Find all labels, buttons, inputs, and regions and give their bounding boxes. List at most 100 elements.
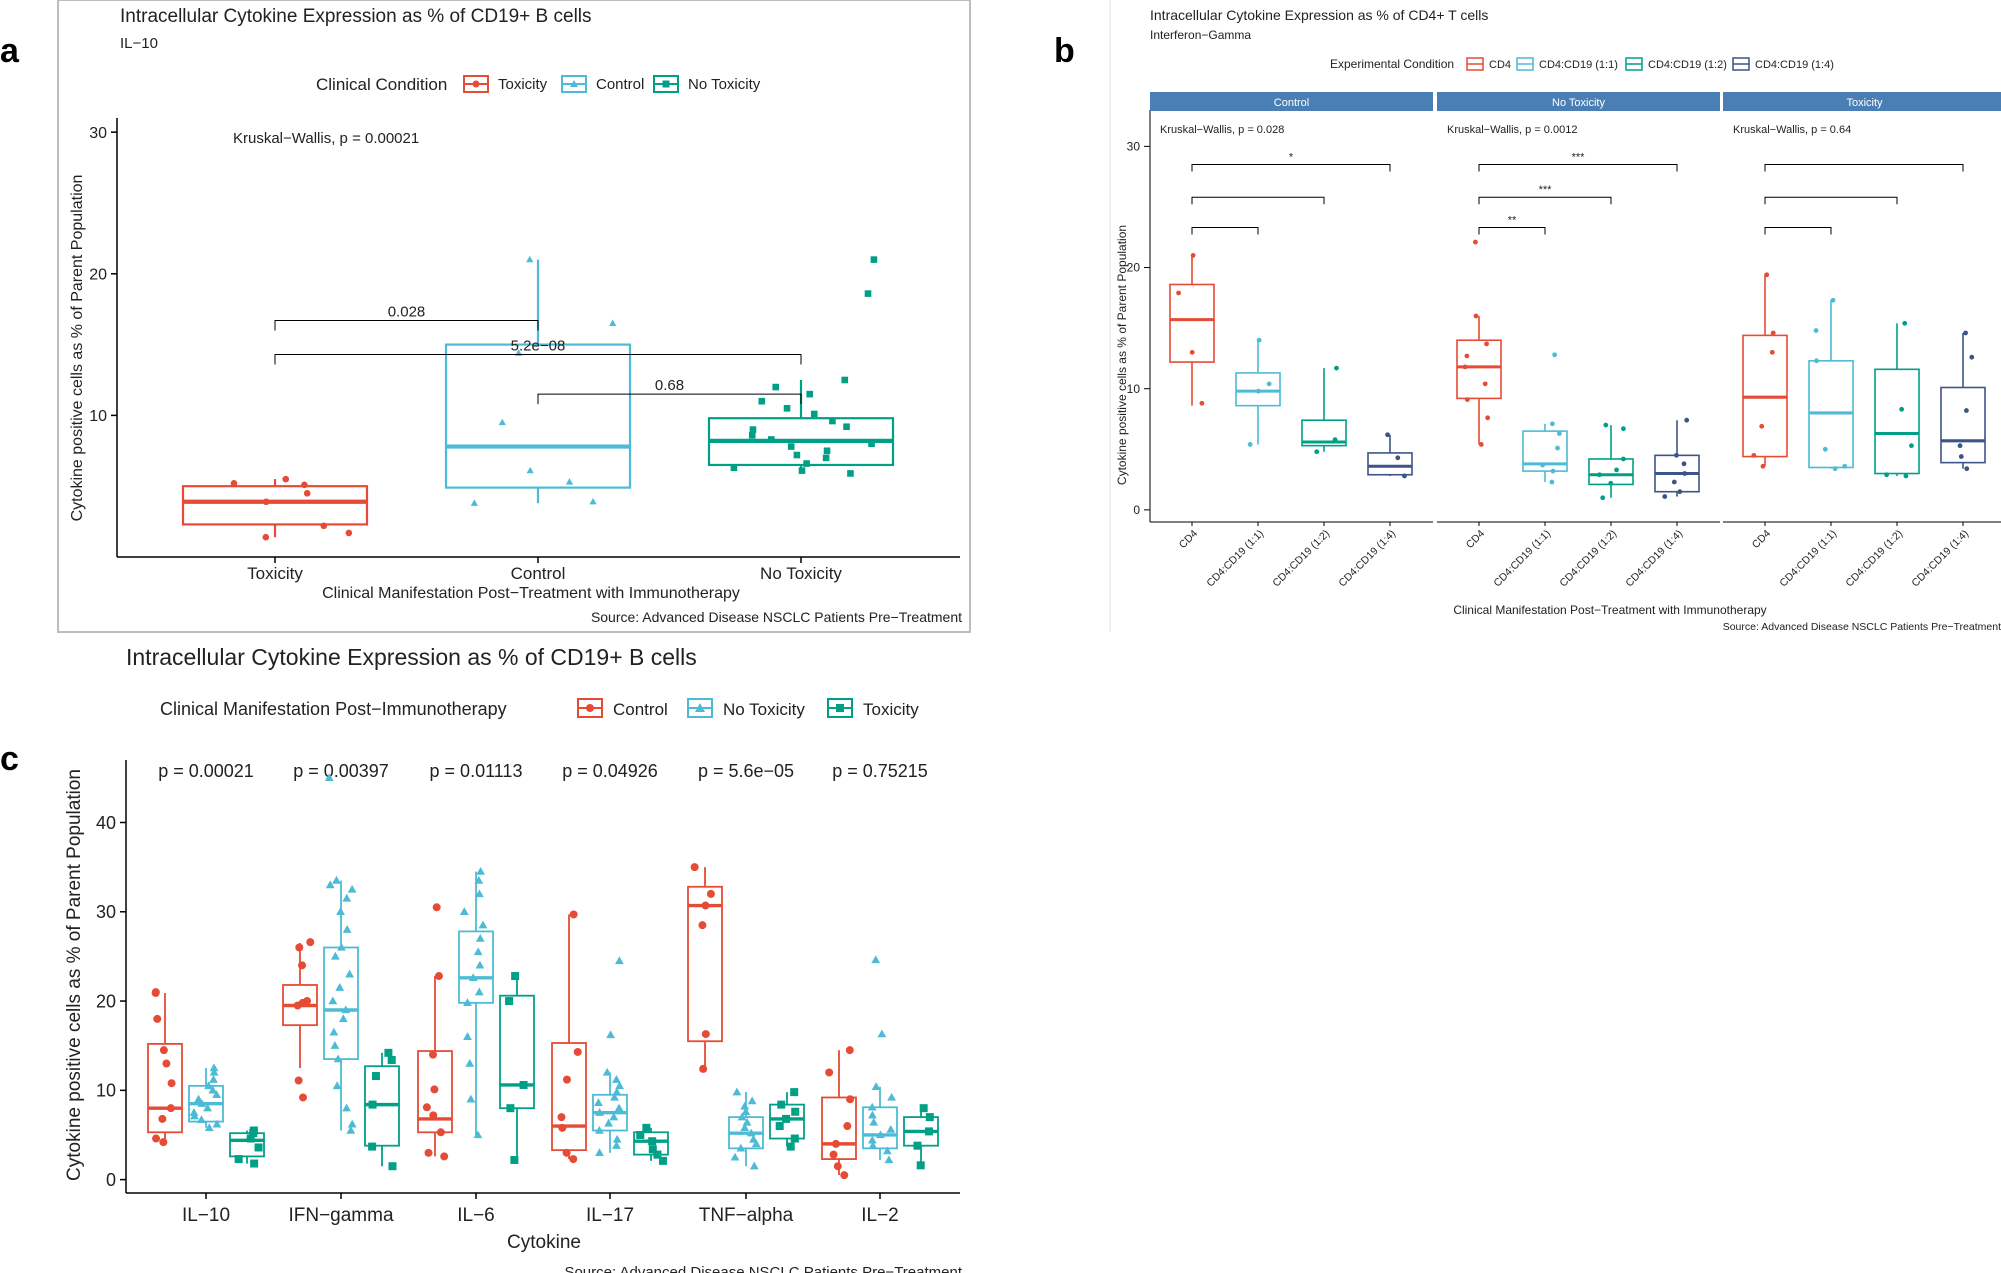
box-group <box>417 903 453 1161</box>
data-point <box>604 1118 613 1127</box>
data-point <box>1903 473 1909 479</box>
panel-c-legend-label-1: No Toxicity <box>723 700 805 719</box>
y-tick-label: 10 <box>1127 382 1141 396</box>
data-point <box>614 1103 624 1112</box>
data-point <box>777 1100 786 1109</box>
data-point <box>208 1085 218 1094</box>
data-point <box>429 1111 438 1120</box>
panel-c-letter: c <box>0 740 19 778</box>
facet-no-toxicity: No Toxicity Kruskal−Wallis, p = 0.0012 CD4… <box>1437 92 1720 589</box>
facet-strip-label: Control <box>1274 97 1309 109</box>
data-point <box>197 1099 207 1107</box>
data-point <box>262 533 270 541</box>
data-point <box>478 920 488 929</box>
data-point <box>758 397 766 405</box>
box-group <box>282 938 318 1102</box>
data-point <box>526 466 534 474</box>
data-point <box>384 1048 393 1057</box>
panel-a-x-axis-title: Clinical Manifestation Post−Treatment wi… <box>322 585 740 602</box>
x-tick-label: Toxicity <box>247 564 303 583</box>
data-point <box>1620 456 1626 462</box>
data-point <box>1247 442 1253 447</box>
box-group <box>323 773 359 1134</box>
data-point <box>1814 358 1819 364</box>
data-point <box>612 1087 622 1096</box>
x-tick-label: IFN−gamma <box>288 1205 393 1226</box>
data-point <box>436 1128 445 1137</box>
data-point <box>295 943 304 952</box>
data-point <box>209 1075 218 1083</box>
panel-b-x-axis-title: Clinical Manifestation Post−Treatment wi… <box>1453 603 1766 617</box>
data-point <box>871 1082 881 1090</box>
legend-swatch-point <box>836 704 844 712</box>
x-tick-label: IL−2 <box>861 1205 899 1226</box>
data-point <box>606 1030 616 1039</box>
facet-kruskal-annotation: Kruskal−Wallis, p = 0.0012 <box>1447 124 1577 136</box>
data-point <box>473 1130 483 1139</box>
data-point <box>466 1094 476 1103</box>
data-point <box>1540 462 1546 468</box>
data-point <box>1958 454 1964 459</box>
data-point <box>870 256 878 263</box>
data-point <box>506 1104 515 1113</box>
data-point <box>882 1146 892 1155</box>
facet-strip-label: No Toxicity <box>1552 97 1605 109</box>
box-group <box>458 866 494 1139</box>
panel-b-legend-title: Experimental Condition <box>1330 57 1454 71</box>
data-point <box>432 903 441 912</box>
data-point <box>1600 495 1606 501</box>
data-point <box>254 1143 263 1152</box>
data-point <box>775 1122 784 1131</box>
significance-bracket <box>1478 164 1678 172</box>
panel-b-caption: Source: Advanced Disease NSCLC Patients … <box>1723 621 2001 633</box>
box-iqr <box>1940 386 1986 464</box>
p-value-label: p = 0.00021 <box>158 761 254 781</box>
data-point <box>1620 426 1626 432</box>
x-tick-label: No Toxicity <box>760 564 842 583</box>
p-value-label: p = 5.6e−05 <box>698 761 794 781</box>
legend-key-toxicity <box>827 698 853 718</box>
data-point <box>1402 473 1407 479</box>
significance-bracket-label: 0.68 <box>655 377 684 394</box>
cytokine-group <box>282 773 400 1171</box>
data-point <box>877 1029 887 1038</box>
cytokine-group <box>147 988 265 1168</box>
data-point <box>209 1063 219 1072</box>
data-point <box>1549 421 1555 427</box>
data-point <box>1478 442 1484 447</box>
significance-bracket <box>1191 164 1391 172</box>
cytokine-group <box>417 866 535 1164</box>
panel-a-y-axis-title: Cytokine positive cells as % of Parent P… <box>69 175 86 522</box>
data-point <box>1751 452 1757 458</box>
data-point <box>1769 349 1775 355</box>
data-point <box>840 1171 849 1180</box>
box-group <box>903 1104 939 1170</box>
panel-a-frame <box>57 0 971 633</box>
data-point <box>833 1162 842 1171</box>
data-point <box>887 1092 897 1101</box>
cytokine-group <box>687 863 805 1170</box>
data-point <box>846 1095 855 1104</box>
data-point <box>595 1148 604 1157</box>
data-point <box>642 1123 651 1132</box>
box-group <box>592 956 628 1157</box>
panel-a-subtitle: IL−10 <box>120 35 158 52</box>
data-point <box>594 1125 604 1134</box>
data-point <box>510 1155 519 1164</box>
legend-key-no-toxicity <box>687 698 713 718</box>
panel-a-legend: Clinical Condition Toxicity Control No T… <box>316 75 761 94</box>
facet-strip <box>1150 92 1433 111</box>
data-point <box>333 1054 343 1063</box>
panel-c-legend-title: Clinical Manifestation Post−Immunotherap… <box>160 699 507 719</box>
y-tick-label: 20 <box>1127 261 1141 275</box>
facet-kruskal-annotation: Kruskal−Wallis, p = 0.028 <box>1160 124 1284 136</box>
data-point <box>294 1076 303 1085</box>
data-point <box>325 880 335 889</box>
data-point <box>1964 408 1969 413</box>
data-point <box>787 443 795 450</box>
data-point <box>829 1150 838 1159</box>
data-point <box>612 1075 621 1083</box>
data-point <box>602 1067 612 1076</box>
data-point <box>347 884 357 893</box>
x-tick-label: Control <box>511 564 566 583</box>
